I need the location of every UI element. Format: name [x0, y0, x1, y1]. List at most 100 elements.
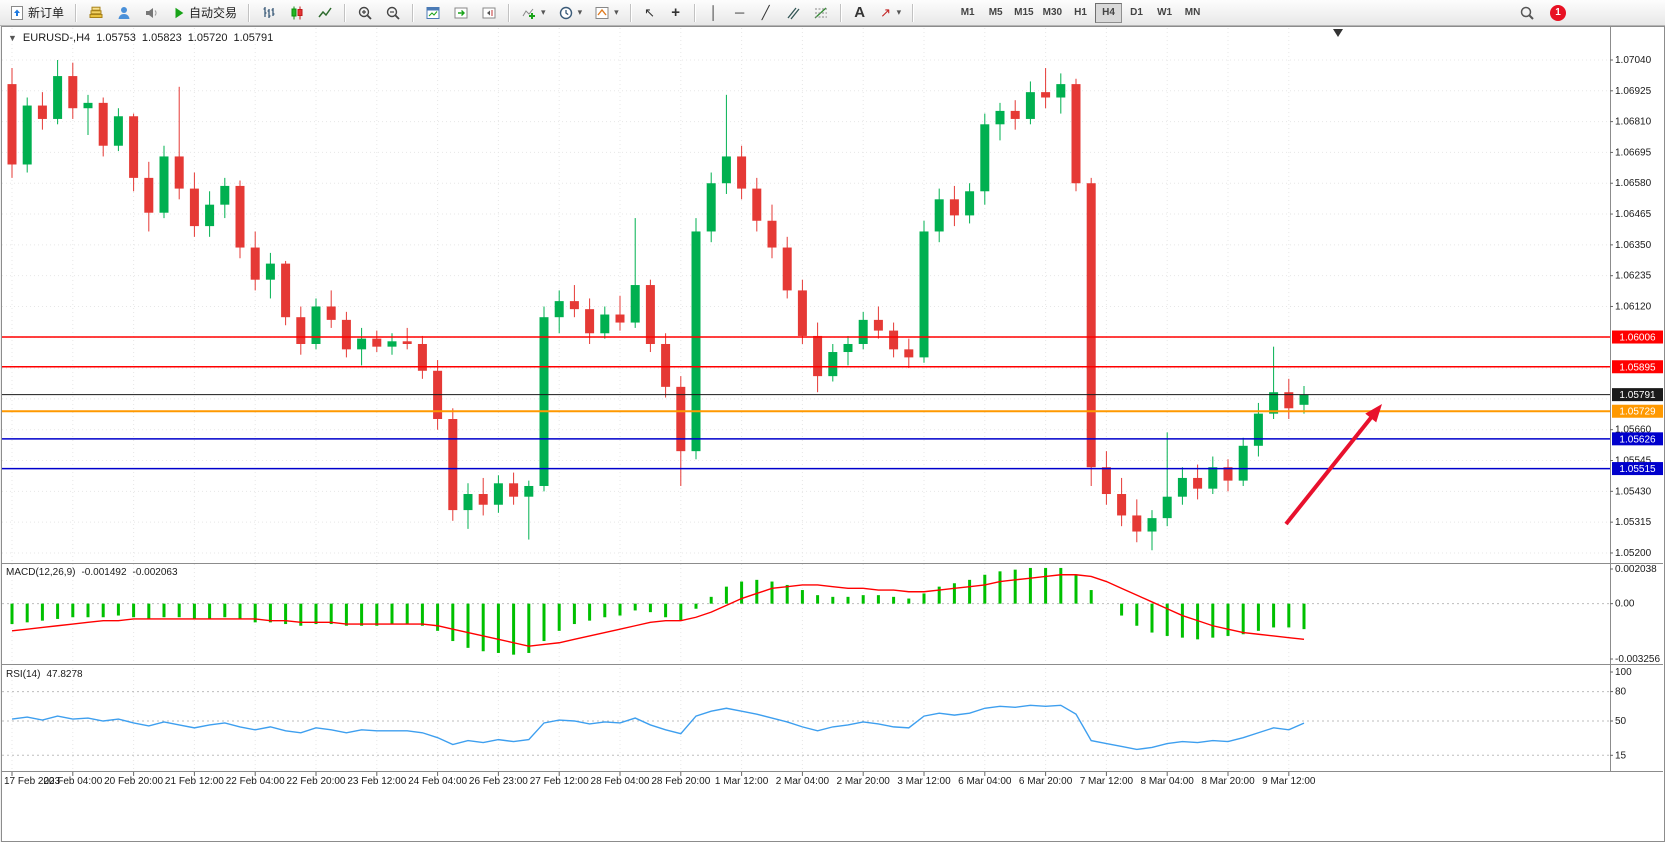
svg-text:23 Feb 12:00: 23 Feb 12:00 — [347, 776, 406, 787]
toolbar-separator — [629, 3, 632, 22]
candlestick-icon — [291, 6, 303, 19]
announcements-button[interactable] — [139, 2, 165, 24]
ohlc-open: 1.05753 — [96, 32, 136, 44]
bar-chart-button[interactable] — [256, 2, 282, 24]
svg-text:1.05895: 1.05895 — [1619, 362, 1656, 373]
svg-text:1.06006: 1.06006 — [1619, 333, 1656, 344]
one-click-trading-toggle[interactable]: ▼ — [8, 32, 17, 43]
timeframe-h4[interactable]: H4 — [1095, 2, 1123, 23]
timeframe-group: M1 M5 M15 M30 H1 H4 D1 W1 MN — [954, 2, 1206, 23]
svg-text:1.06350: 1.06350 — [1615, 240, 1652, 251]
toolbar-separator — [412, 3, 415, 22]
rsi-axis: 100 80 50 15 — [1610, 667, 1632, 761]
chart-shift-button[interactable] — [476, 2, 502, 24]
chevron-down-icon: ▾ — [614, 7, 619, 17]
candlestick-chart-button[interactable] — [284, 2, 310, 24]
svg-text:1.05545: 1.05545 — [1615, 456, 1652, 467]
rsi-indicator-label: RSI(14) 47.8278 — [6, 669, 83, 680]
auto-scroll-button[interactable] — [448, 2, 474, 24]
bar-chart-icon — [263, 6, 275, 18]
svg-text:9 Mar 12:00: 9 Mar 12:00 — [1262, 776, 1316, 787]
svg-text:22 Feb 20:00: 22 Feb 20:00 — [287, 776, 346, 787]
svg-text:21 Feb 12:00: 21 Feb 12:00 — [165, 776, 224, 787]
macd-signal-value: -0.002063 — [132, 567, 178, 578]
speaker-icon — [146, 7, 157, 18]
rsi-value: 47.8278 — [46, 669, 83, 680]
rsi-panel — [2, 691, 1610, 756]
text-tool-button[interactable]: A — [848, 2, 872, 24]
clock-icon — [559, 6, 572, 19]
vertical-line-icon: │ — [709, 5, 718, 20]
new-order-icon — [11, 5, 23, 20]
crosshair-tool-button[interactable]: + — [664, 2, 688, 24]
svg-text:1 Mar 12:00: 1 Mar 12:00 — [715, 776, 769, 787]
red-arrow-annotation[interactable] — [1365, 404, 1382, 423]
toolbar-separator — [344, 3, 347, 22]
svg-text:6 Mar 04:00: 6 Mar 04:00 — [958, 776, 1012, 787]
periods-button[interactable]: ▾ — [553, 2, 588, 24]
arrows-tool-button[interactable]: ↗ ▾ — [874, 2, 907, 24]
svg-text:17 Feb 2023: 17 Feb 2023 — [4, 776, 61, 787]
timeframe-d1[interactable]: D1 — [1123, 3, 1150, 23]
vertical-line-tool-button[interactable]: │ — [702, 2, 726, 24]
accounts-button[interactable] — [111, 2, 137, 24]
svg-text:8 Mar 20:00: 8 Mar 20:00 — [1201, 776, 1255, 787]
timeframe-w1[interactable]: W1 — [1151, 3, 1178, 23]
autotrading-button[interactable]: 自动交易 — [167, 2, 242, 24]
equidistant-channel-icon — [787, 7, 800, 19]
cursor-icon: ↖ — [644, 5, 656, 20]
svg-text:0.002038: 0.002038 — [1615, 564, 1657, 575]
indicators-button[interactable]: ▾ — [516, 2, 551, 24]
macd-signal-line — [11, 574, 1305, 647]
svg-text:8 Mar 04:00: 8 Mar 04:00 — [1141, 776, 1195, 787]
timeframe-m5[interactable]: M5 — [982, 3, 1009, 23]
svg-text:28 Feb 04:00: 28 Feb 04:00 — [591, 776, 650, 787]
line-chart-button[interactable] — [312, 2, 338, 24]
channel-tool-button[interactable] — [780, 2, 806, 24]
fibonacci-tool-button[interactable] — [808, 2, 834, 24]
chart-shift-marker[interactable] — [1333, 29, 1343, 37]
svg-text:80: 80 — [1615, 687, 1627, 698]
svg-text:24 Feb 04:00: 24 Feb 04:00 — [408, 776, 467, 787]
price-axis: 1.07040 1.06925 1.06810 1.06695 1.06580 1.064… — [1610, 55, 1652, 559]
svg-text:-0.003256: -0.003256 — [1615, 654, 1660, 665]
svg-text:50: 50 — [1615, 716, 1627, 727]
zoom-out-button[interactable] — [380, 2, 406, 24]
cursor-tool-button[interactable]: ↖ — [638, 2, 662, 24]
search-button[interactable] — [1514, 2, 1540, 24]
svg-text:1.06465: 1.06465 — [1615, 209, 1652, 220]
svg-text:1.06810: 1.06810 — [1615, 117, 1652, 128]
svg-text:1.05515: 1.05515 — [1619, 464, 1656, 475]
trendline-tool-button[interactable]: ╱ — [754, 2, 778, 24]
toolbar-separator — [75, 3, 78, 22]
svg-text:1.07040: 1.07040 — [1615, 55, 1652, 66]
timeframe-h1[interactable]: H1 — [1067, 3, 1094, 23]
timeframe-m30[interactable]: M30 — [1039, 3, 1066, 23]
new-order-label: 新订单 — [28, 6, 65, 20]
market-watch-button[interactable] — [83, 2, 109, 24]
svg-text:1.05729: 1.05729 — [1619, 407, 1656, 418]
timeframe-m1[interactable]: M1 — [954, 3, 981, 23]
play-icon — [175, 7, 184, 18]
svg-text:3 Mar 12:00: 3 Mar 12:00 — [897, 776, 951, 787]
ohlc-close: 1.05791 — [233, 32, 274, 44]
timeframe-mn[interactable]: MN — [1179, 3, 1206, 23]
chart-window — [1, 26, 1665, 842]
svg-text:22 Feb 04:00: 22 Feb 04:00 — [226, 776, 285, 787]
candles-layer — [7, 60, 1309, 551]
ohlc-high: 1.05823 — [141, 32, 182, 44]
new-chart-button[interactable] — [420, 2, 446, 24]
toolbar-separator — [248, 3, 251, 22]
templates-button[interactable]: ▾ — [589, 2, 624, 24]
chart-shift-icon — [482, 7, 496, 18]
new-order-button[interactable]: 新订单 — [4, 2, 69, 24]
rsi-line — [11, 704, 1305, 751]
horizontal-line-tool-button[interactable]: ─ — [728, 2, 752, 24]
auto-scroll-icon — [454, 7, 468, 18]
gold-bars-icon — [89, 6, 103, 18]
zoom-in-button[interactable] — [352, 2, 378, 24]
timeframe-m15[interactable]: M15 — [1010, 3, 1037, 23]
notification-badge[interactable]: 1 — [1550, 4, 1566, 21]
toolbar-separator — [508, 3, 511, 22]
